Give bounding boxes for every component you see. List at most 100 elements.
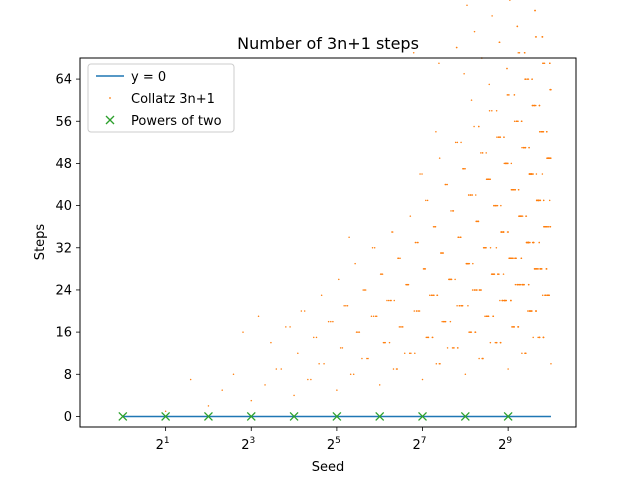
collatz-point bbox=[456, 46, 458, 49]
collatz-point bbox=[450, 210, 452, 212]
collatz-point bbox=[532, 173, 534, 175]
collatz-point bbox=[538, 241, 540, 244]
collatz-point bbox=[495, 204, 497, 207]
collatz-point bbox=[460, 141, 462, 144]
collatz-point bbox=[546, 131, 548, 133]
collatz-point bbox=[549, 62, 551, 65]
collatz-point bbox=[435, 131, 437, 133]
collatz-point bbox=[499, 341, 502, 344]
collatz-point bbox=[492, 315, 495, 318]
collatz-point bbox=[426, 199, 429, 202]
collatz-point bbox=[457, 236, 460, 238]
collatz-point bbox=[464, 167, 466, 170]
collatz-point bbox=[506, 67, 508, 70]
collatz-point bbox=[434, 225, 437, 228]
collatz-point bbox=[532, 336, 534, 339]
collatz-point bbox=[397, 257, 400, 260]
collatz-point bbox=[488, 83, 490, 86]
plot-frame bbox=[79, 57, 577, 428]
collatz-point bbox=[525, 352, 527, 354]
powers-of-two-series bbox=[118, 411, 513, 421]
power-of-two-marker bbox=[246, 411, 256, 421]
collatz-point bbox=[533, 104, 536, 107]
collatz-point bbox=[320, 294, 323, 296]
collatz-points bbox=[122, 0, 552, 418]
collatz-point bbox=[544, 294, 547, 296]
collatz-point bbox=[454, 278, 456, 281]
collatz-point bbox=[545, 225, 548, 228]
collatz-point bbox=[496, 136, 498, 138]
collatz-point bbox=[514, 189, 517, 191]
collatz-point bbox=[513, 94, 516, 96]
collatz-point bbox=[480, 289, 482, 291]
collatz-point bbox=[507, 368, 509, 370]
collatz-point bbox=[514, 283, 517, 286]
collatz-point bbox=[189, 378, 192, 381]
collatz-point bbox=[491, 15, 493, 17]
collatz-point bbox=[318, 362, 320, 365]
collatz-point bbox=[207, 405, 210, 407]
collatz-point bbox=[453, 347, 455, 349]
collatz-point bbox=[361, 357, 363, 360]
x-tick-label: 21 bbox=[156, 436, 170, 453]
power-of-two-marker bbox=[375, 411, 385, 421]
collatz-point bbox=[375, 315, 378, 318]
collatz-point bbox=[289, 326, 291, 328]
collatz-point bbox=[363, 289, 366, 291]
collatz-point bbox=[488, 178, 490, 180]
collatz-point bbox=[477, 220, 480, 223]
collatz-point bbox=[484, 315, 486, 318]
legend-label-collatz: Collatz 3n+1 bbox=[131, 92, 215, 107]
collatz-point bbox=[450, 278, 453, 281]
collatz-point bbox=[535, 310, 537, 312]
collatz-point bbox=[495, 109, 498, 112]
collatz-point bbox=[487, 315, 490, 318]
collatz-point bbox=[293, 394, 295, 397]
collatz-point bbox=[542, 62, 545, 65]
legend-label-zero-line: y = 0 bbox=[131, 70, 166, 85]
power-of-two-marker bbox=[418, 411, 427, 421]
collatz-point bbox=[446, 183, 448, 186]
collatz-point bbox=[264, 384, 266, 386]
collatz-point bbox=[523, 283, 525, 286]
collatz-point bbox=[358, 331, 361, 333]
y-tick-label: 8 bbox=[64, 368, 72, 383]
collatz-point bbox=[412, 51, 415, 54]
collatz-point bbox=[164, 410, 167, 412]
collatz-point bbox=[480, 152, 482, 154]
collatz-point bbox=[441, 320, 443, 323]
collatz-point bbox=[372, 315, 375, 318]
collatz-point bbox=[449, 320, 452, 323]
collatz-point bbox=[520, 257, 523, 260]
collatz-point bbox=[473, 30, 476, 33]
chart-title: Number of 3n+1 steps bbox=[237, 34, 419, 53]
collatz-point bbox=[550, 88, 552, 91]
collatz-point bbox=[548, 294, 550, 296]
collatz-point bbox=[419, 173, 421, 175]
collatz-point bbox=[343, 305, 345, 307]
collatz-point bbox=[436, 294, 439, 296]
collatz-point bbox=[485, 152, 487, 154]
collatz-point bbox=[396, 368, 398, 370]
collatz-point bbox=[339, 347, 342, 349]
collatz-point bbox=[232, 373, 235, 376]
collatz-point bbox=[533, 241, 535, 244]
collatz-point bbox=[399, 257, 401, 260]
collatz-point bbox=[542, 131, 545, 133]
collatz-point bbox=[221, 389, 223, 391]
collatz-point bbox=[407, 283, 410, 286]
collatz-point bbox=[362, 289, 364, 291]
collatz-point bbox=[345, 305, 347, 307]
collatz-point bbox=[542, 336, 545, 339]
y-tick-label: 64 bbox=[55, 73, 72, 88]
collatz-point bbox=[390, 299, 392, 302]
collatz-point bbox=[468, 262, 471, 265]
collatz-point bbox=[521, 215, 524, 217]
collatz-point bbox=[489, 178, 491, 180]
collatz-point bbox=[503, 231, 505, 233]
collatz-point bbox=[456, 141, 459, 144]
collatz-point bbox=[378, 384, 381, 386]
collatz-point bbox=[367, 357, 369, 360]
collatz-point bbox=[431, 336, 434, 339]
legend-box bbox=[87, 63, 235, 133]
